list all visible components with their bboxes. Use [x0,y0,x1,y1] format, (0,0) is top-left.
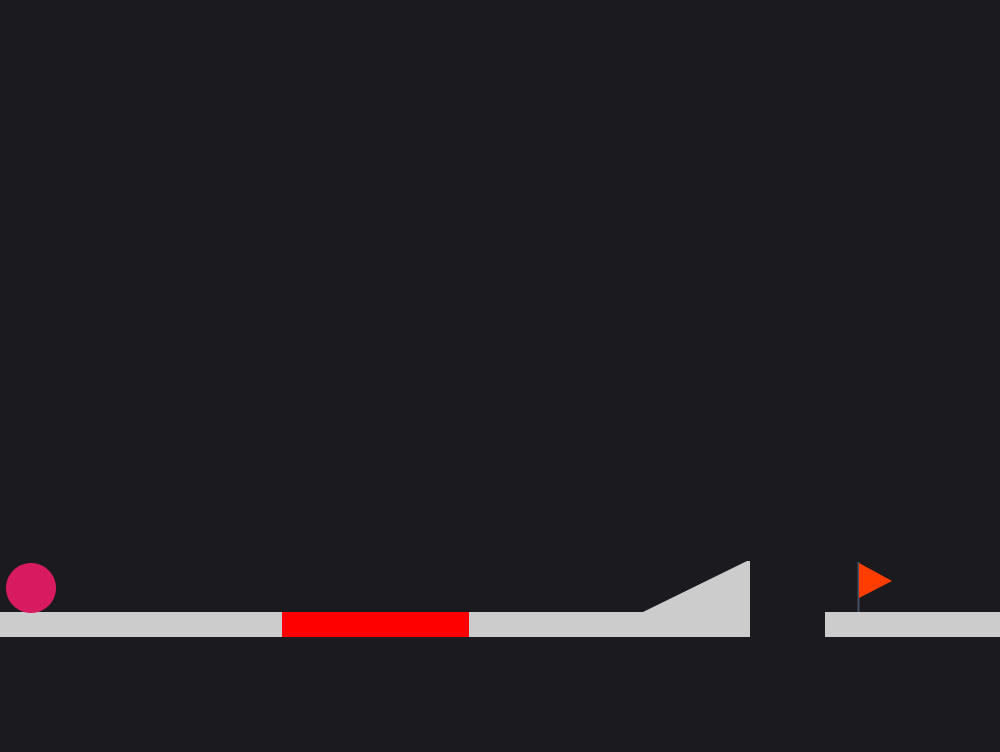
ground-platform-middle [469,612,750,637]
ground-platform-right [825,612,1000,637]
hazard-strip [282,612,469,637]
flag-icon [859,563,892,598]
player-ball[interactable] [6,563,56,613]
ground-platform-left [0,612,282,637]
finish-flag [857,562,892,612]
jump-ramp [643,561,750,612]
